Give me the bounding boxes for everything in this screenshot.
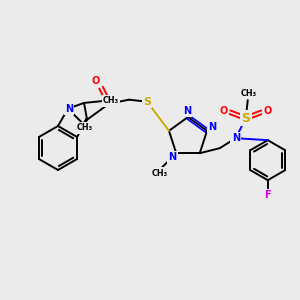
Text: S: S <box>143 97 151 107</box>
Text: N: N <box>168 152 176 162</box>
Text: CH₃: CH₃ <box>103 96 119 105</box>
Text: O: O <box>92 76 100 86</box>
Text: N: N <box>208 122 216 132</box>
Text: S: S <box>241 112 250 125</box>
Text: CH₃: CH₃ <box>241 89 257 98</box>
Text: N: N <box>232 133 240 143</box>
Text: N: N <box>183 106 191 116</box>
Text: CH₃: CH₃ <box>151 169 167 178</box>
Text: O: O <box>264 106 272 116</box>
Text: CH₃: CH₃ <box>77 123 93 132</box>
Text: O: O <box>220 106 228 116</box>
Text: F: F <box>264 190 271 200</box>
Text: N: N <box>65 104 73 114</box>
